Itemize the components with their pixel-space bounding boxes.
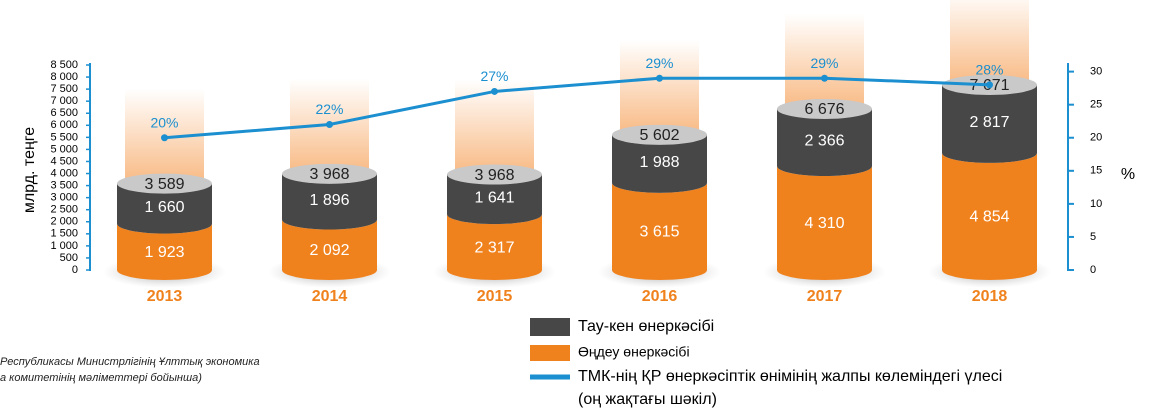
bar-segment: [117, 183, 212, 234]
legend-label: Өңдеу өнеркәсібі: [578, 344, 690, 360]
y-tick-label: 3 000: [50, 192, 78, 204]
line-label: 20%: [150, 114, 178, 130]
source-note: а комитетінің мәліметтері бойынша): [0, 372, 202, 384]
y-tick-label: 5 000: [50, 143, 78, 155]
line-label: 22%: [315, 101, 343, 117]
bar-top: [282, 163, 377, 184]
bar-segment: [942, 152, 1037, 280]
bar-segment: [447, 214, 542, 280]
source-note: Республикасы Министрлігінің Ұлттық эконо…: [0, 356, 260, 368]
y-tick-label: 4 500: [50, 155, 78, 167]
x-tick-label: 2013: [147, 288, 183, 305]
legend-label: ТМК-нің ҚР өнеркәсіптік өнімінің жалпы к…: [578, 368, 1002, 385]
value-label: 1 923: [144, 244, 184, 261]
y-tick-label: 8 500: [50, 59, 78, 71]
line: [164, 76, 990, 140]
value-label: 2 317: [474, 239, 514, 256]
bar-top: [117, 173, 212, 194]
total-label: 5 602: [639, 127, 679, 144]
y2-tick-label: 15: [1090, 165, 1102, 177]
total-label: 3 968: [474, 167, 514, 184]
y2-tick-label: 0: [1090, 264, 1096, 276]
bar-segment: [117, 223, 212, 280]
bar-top: [447, 164, 542, 185]
y2-tick-label: 25: [1090, 99, 1102, 111]
y-tick-label: 1 000: [50, 240, 78, 252]
bar-segment: [282, 173, 378, 230]
line-point: [656, 74, 663, 82]
legend-label: (оң жақтағы шәкіл): [578, 391, 717, 408]
x-tick-label: 2016: [642, 288, 678, 305]
legend-swatch: [530, 345, 570, 361]
y-axis-label: млрд. теңге: [21, 127, 38, 213]
y2-tick-label: 5: [1090, 231, 1096, 243]
glow: [785, 13, 864, 109]
y-tick-label: 7 000: [50, 95, 78, 107]
line-point: [986, 81, 993, 89]
bar-segment: [612, 134, 707, 193]
value-label: 4 310: [804, 215, 844, 232]
total-label: 3 968: [309, 166, 349, 183]
y2-tick-label: 30: [1090, 66, 1102, 78]
bar-top: [777, 98, 872, 119]
value-label: 3 615: [639, 224, 679, 241]
y-tick-label: 0: [72, 264, 78, 276]
x-tick-label: 2018: [972, 288, 1008, 305]
line-label: 29%: [645, 55, 673, 71]
bar-segment: [282, 219, 378, 280]
line-point: [326, 121, 333, 129]
bar-segment: [777, 166, 872, 280]
bar-segment: [777, 108, 872, 177]
glow: [620, 39, 699, 135]
legend-swatch: [530, 318, 570, 336]
x-tick-label: 2014: [312, 288, 348, 305]
line-label: 29%: [810, 55, 838, 71]
value-label: 4 854: [969, 209, 1009, 226]
y-tick-label: 7 500: [50, 83, 78, 95]
y-tick-label: 5 500: [50, 131, 78, 143]
y-tick-label: 3 500: [50, 179, 78, 191]
y-tick-label: 4 000: [50, 167, 78, 179]
line-point: [161, 134, 168, 142]
value-label: 1 896: [309, 192, 349, 209]
line-point: [821, 74, 828, 82]
legend-label: Тау-кен өнеркәсібі: [578, 318, 714, 335]
total-label: 6 676: [804, 101, 844, 118]
y2-tick-label: 10: [1090, 198, 1102, 210]
value-label: 1 660: [144, 199, 184, 216]
value-label: 2 366: [804, 133, 844, 150]
glow: [950, 0, 1029, 85]
bar-segment: [942, 84, 1037, 163]
x-tick-label: 2015: [477, 288, 513, 305]
y2-axis-label: %: [1121, 166, 1135, 183]
bar-segment: [612, 182, 707, 280]
value-label: 2 092: [309, 242, 349, 259]
line-label: 28%: [975, 62, 1003, 78]
y-tick-label: 1 500: [50, 228, 78, 240]
line-label: 27%: [480, 68, 508, 84]
y-tick-label: 8 000: [50, 71, 78, 83]
y2-tick-label: 20: [1090, 132, 1102, 144]
bar-segment: [447, 174, 542, 225]
x-tick-label: 2017: [807, 288, 843, 305]
value-label: 1 641: [474, 190, 514, 207]
y-tick-label: 2 500: [50, 204, 78, 216]
bar-top: [612, 124, 707, 145]
y-tick-label: 2 000: [50, 216, 78, 228]
value-label: 1 988: [639, 154, 679, 171]
total-label: 3 589: [144, 176, 184, 193]
y-tick-label: 6 000: [50, 119, 78, 131]
y-tick-label: 500: [60, 252, 78, 264]
value-label: 2 817: [969, 114, 1009, 131]
line-point: [491, 87, 498, 95]
y-tick-label: 6 500: [50, 107, 78, 119]
